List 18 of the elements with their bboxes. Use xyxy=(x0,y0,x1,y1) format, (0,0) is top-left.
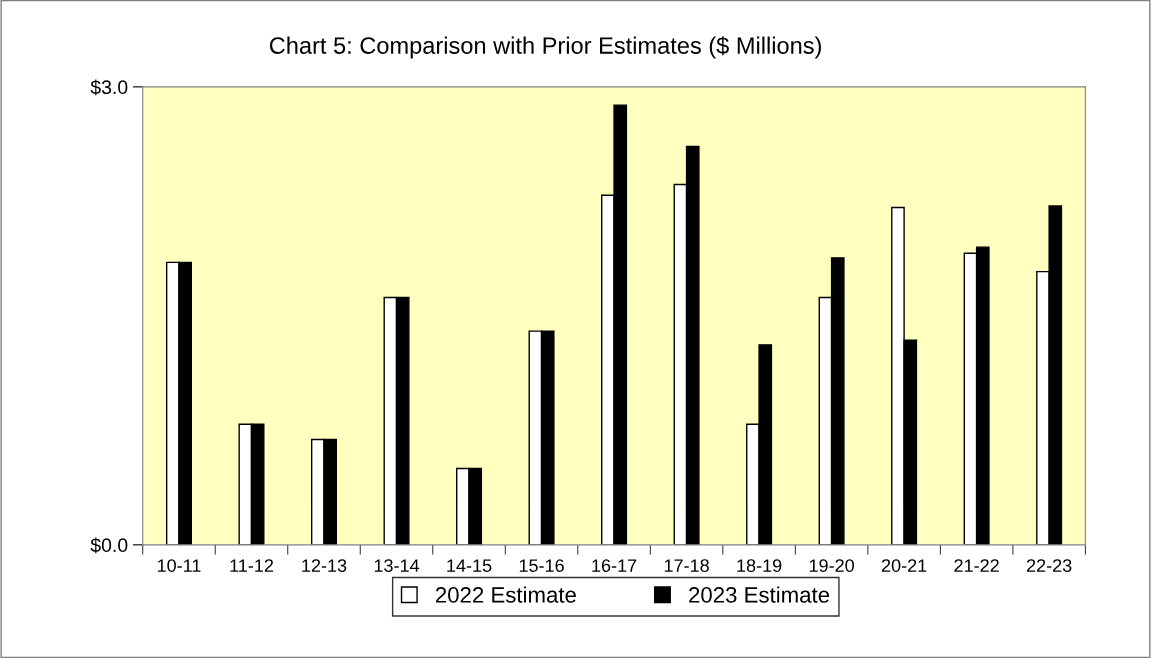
legend-label: 2023 Estimate xyxy=(689,586,830,603)
x-tick-label: 19-20 xyxy=(809,559,854,572)
x-tick-label: 15-16 xyxy=(519,559,564,572)
x-tick-label: 21-22 xyxy=(954,559,999,572)
x-tick-label: 18-19 xyxy=(737,559,782,572)
x-tick-label: 17-18 xyxy=(664,559,709,572)
chart-title: Chart 5: Comparison with Prior Estimates ($ Millions) xyxy=(269,36,821,59)
x-tick-label: 10-11 xyxy=(157,559,201,572)
x-tick-label: 12-13 xyxy=(302,559,347,572)
x-tick-label: 11-12 xyxy=(230,559,274,572)
y-tick-label: $3.0 xyxy=(90,79,128,96)
y-tick-label: $0.0 xyxy=(90,537,128,554)
x-tick-label: 22-23 xyxy=(1026,559,1072,572)
x-tick-label: 20-21 xyxy=(881,559,927,572)
x-tick-label: 16-17 xyxy=(592,559,637,572)
legend-label: 2022 Estimate xyxy=(435,586,576,603)
x-tick-label: 14-15 xyxy=(447,559,492,572)
x-tick-label: 13-14 xyxy=(374,559,420,572)
